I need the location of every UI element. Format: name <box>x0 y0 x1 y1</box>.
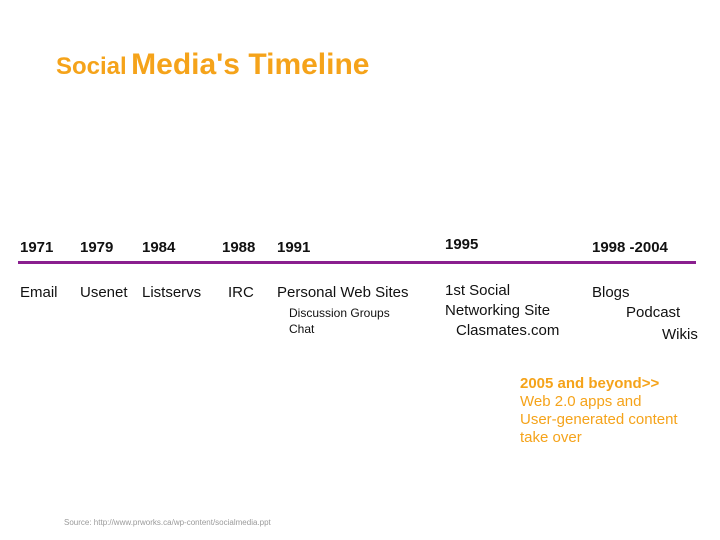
event-usenet: Usenet <box>80 284 128 301</box>
event-discussion-groups: Discussion Groups <box>289 306 390 320</box>
event-networking-site: Networking Site <box>445 302 551 319</box>
title-social: Social <box>56 53 127 80</box>
year-1995: 1995 <box>445 236 479 253</box>
event-blogs: Blogs <box>592 284 630 301</box>
source-citation: Source: http://www.prworks.ca/wp-content… <box>64 518 271 527</box>
year-1971: 1971 <box>20 239 54 256</box>
timeline-line <box>18 261 696 264</box>
event-classmates: Clasmates.com <box>456 322 560 339</box>
future-heading: 2005 and beyond>> <box>520 375 660 392</box>
future-line-1: Web 2.0 apps and <box>520 393 642 410</box>
future-line-2: User-generated content <box>520 411 678 428</box>
year-1984: 1984 <box>142 239 176 256</box>
event-chat: Chat <box>289 322 315 336</box>
year-1979: 1979 <box>80 239 114 256</box>
year-1991: 1991 <box>277 239 311 256</box>
event-1st-social: 1st Social <box>445 282 511 299</box>
page-title: Social Media's Timeline <box>56 50 370 80</box>
event-listservs: Listservs <box>142 284 202 301</box>
year-1998-2004: 1998 -2004 <box>592 239 668 256</box>
event-email: Email <box>20 284 58 301</box>
event-personal-web-sites: Personal Web Sites <box>277 284 409 301</box>
future-block: 2005 and beyond>> Web 2.0 apps and User-… <box>520 375 678 447</box>
title-media-timeline: Media's Timeline <box>131 48 370 81</box>
event-wikis: Wikis <box>662 326 698 343</box>
future-line-3: take over <box>520 429 582 446</box>
year-1988: 1988 <box>222 239 256 256</box>
event-podcast: Podcast <box>626 304 681 321</box>
event-irc: IRC <box>228 284 254 301</box>
